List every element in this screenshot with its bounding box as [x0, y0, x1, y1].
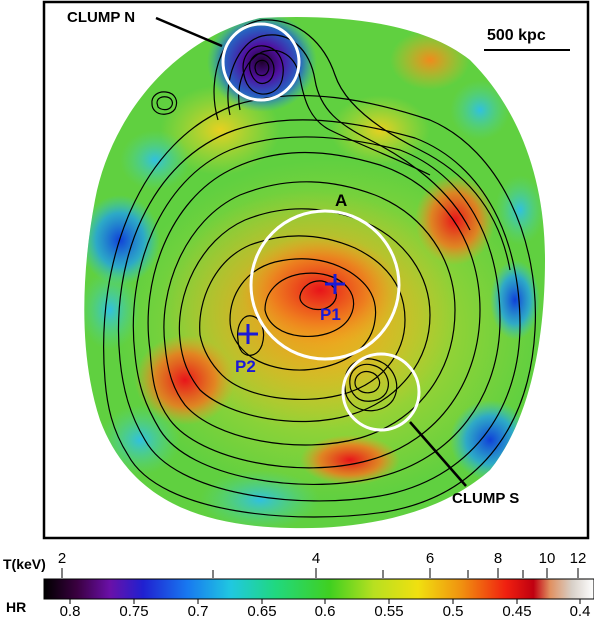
colorbar-gradient	[43, 578, 594, 600]
colorbar: T(keV) 2 4 6 8 10 12 HR 0.8 0.75 0.7 0.65 0.6 0.55…	[3, 550, 594, 619]
p2-label: P2	[235, 357, 256, 376]
scale-bar-label: 500 kpc	[487, 27, 546, 44]
temperature-tick-label: 2	[58, 550, 66, 567]
region-a-label: A	[335, 191, 347, 210]
clump-s-circle	[341, 352, 421, 432]
region-a-circle	[249, 209, 401, 361]
hr-axis-label: HR	[6, 599, 26, 615]
hr-tick-label: 0.6	[315, 603, 336, 619]
temperature-tick-label: 10	[539, 550, 556, 567]
hr-ticks: 0.8 0.75 0.7 0.65 0.6 0.55 0.5 0.45 0.4	[60, 599, 591, 619]
hr-tick-label: 0.55	[374, 603, 403, 619]
clump-n-leader-line	[155, 16, 223, 48]
clump-n-label: CLUMP N	[67, 9, 135, 26]
p1-label: P1	[320, 305, 341, 324]
hr-tick-label: 0.4	[570, 603, 591, 619]
hr-tick-label: 0.65	[247, 603, 276, 619]
peak-markers	[238, 274, 345, 344]
hr-tick-label: 0.5	[443, 603, 464, 619]
temperature-tick-label: 12	[570, 550, 587, 567]
clump-s-leader-line	[409, 421, 467, 487]
temperature-tick-label: 6	[426, 550, 434, 567]
clump-n-circle	[221, 22, 301, 102]
hr-tick-label: 0.7	[188, 603, 209, 619]
temperature-tick-label: 4	[312, 550, 320, 567]
clump-s-label: CLUMP S	[452, 490, 519, 507]
hr-tick-label: 0.8	[60, 603, 81, 619]
temperature-map	[84, 16, 546, 529]
hr-tick-label: 0.45	[502, 603, 531, 619]
temperature-tick-label: 8	[494, 550, 502, 567]
region-circles	[221, 22, 421, 432]
hr-tick-label: 0.75	[119, 603, 148, 619]
temperature-ticks: 2 4 6 8 10 12	[58, 550, 587, 578]
surface-brightness-contours	[103, 19, 537, 518]
temperature-axis-label: T(keV)	[3, 556, 46, 572]
